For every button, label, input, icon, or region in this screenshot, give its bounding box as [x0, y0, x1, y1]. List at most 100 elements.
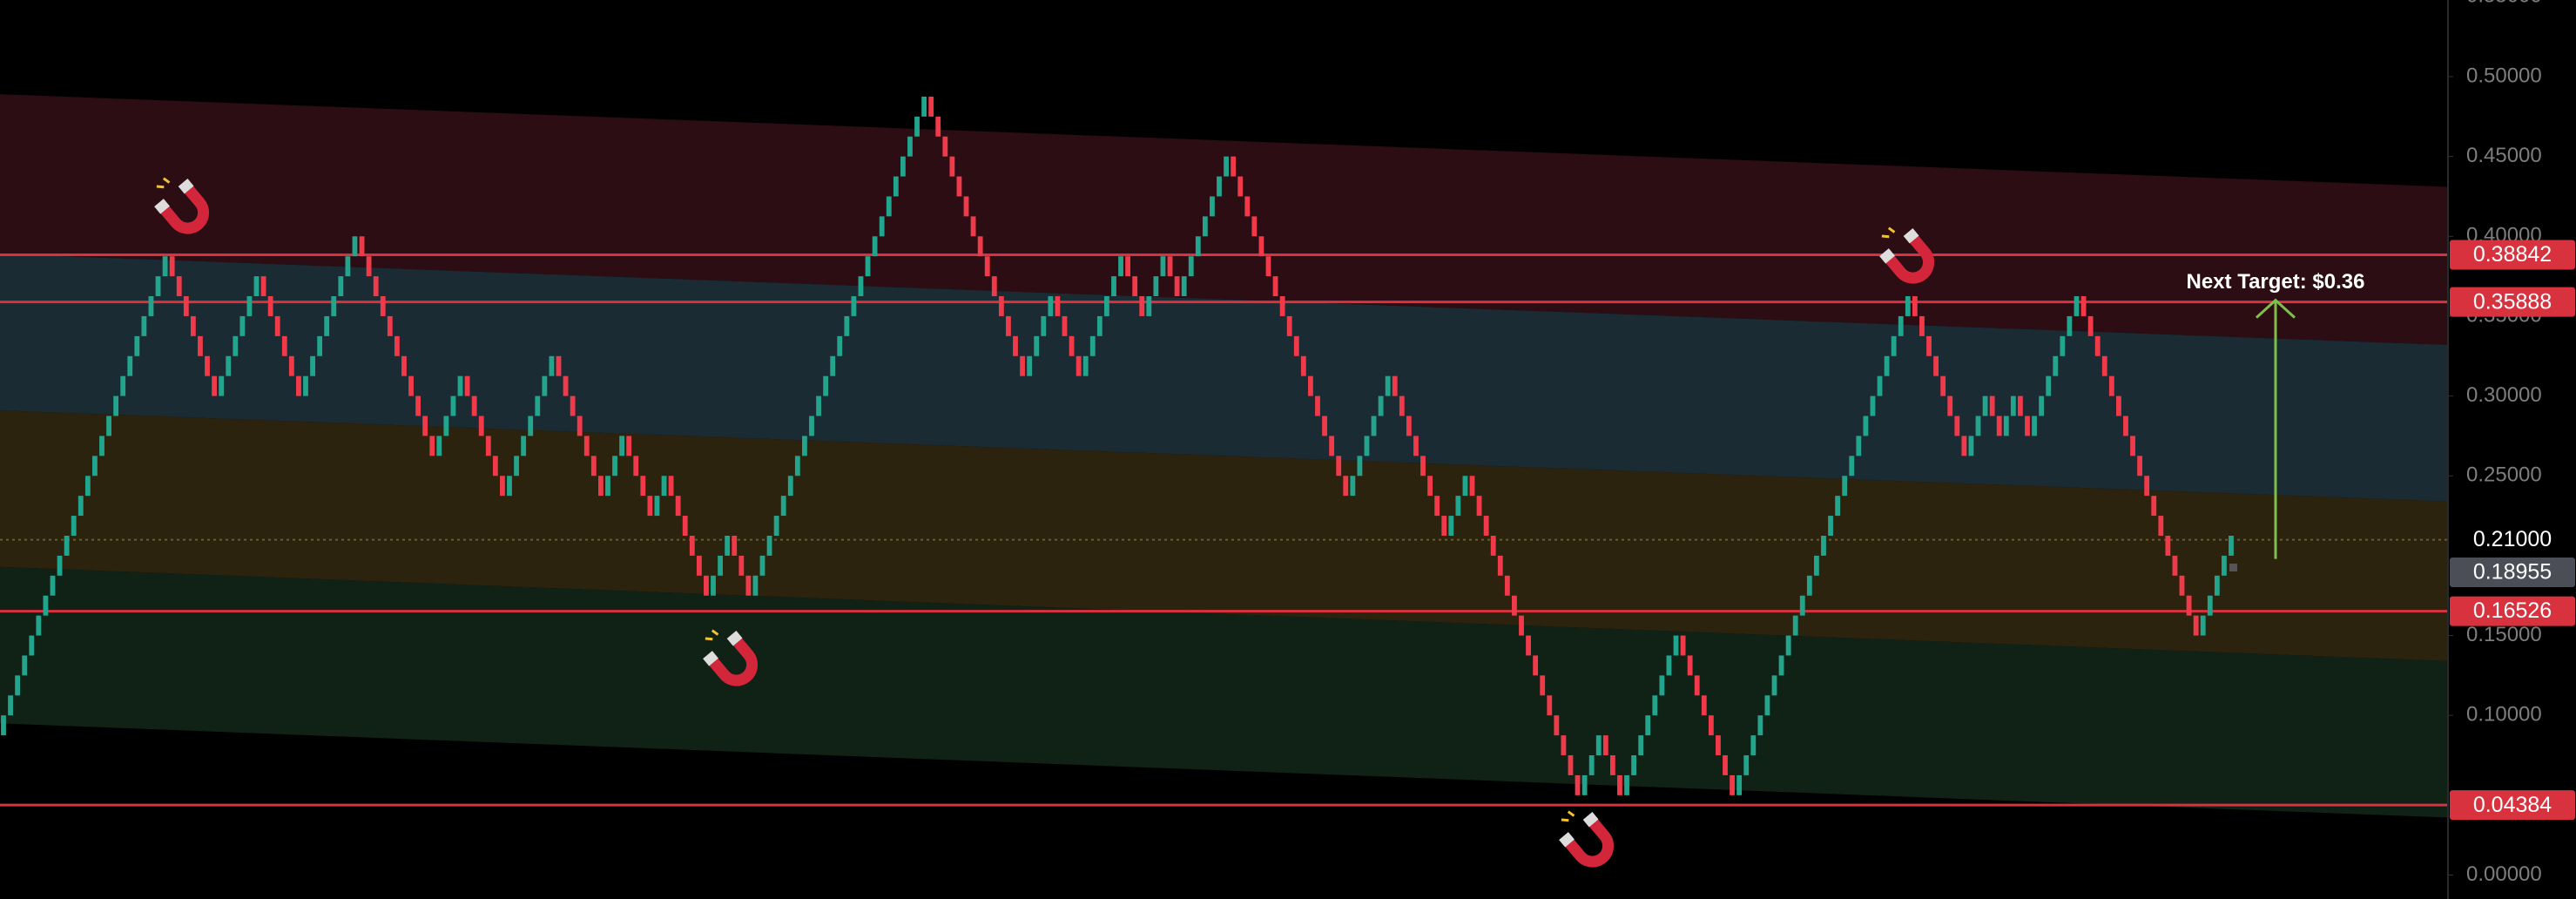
brick [1364, 436, 1370, 456]
brick [1286, 315, 1292, 336]
brick [1736, 774, 1743, 795]
brick [921, 96, 927, 117]
brick [303, 375, 308, 396]
brick [1265, 256, 1271, 277]
y-tick-label: 0.00000 [2466, 862, 2542, 886]
y-tick-label: 0.10000 [2466, 703, 2542, 727]
brick [654, 496, 660, 517]
brick [260, 276, 266, 297]
brick [1595, 735, 1602, 756]
brick [380, 296, 386, 316]
brick [127, 355, 133, 376]
brick [2060, 335, 2066, 356]
brick [141, 315, 147, 336]
brick [704, 575, 709, 596]
brick [317, 335, 323, 356]
brick [556, 355, 562, 376]
brick [2193, 615, 2199, 636]
brick [239, 315, 246, 336]
brick [1905, 296, 1911, 316]
brick [858, 276, 864, 297]
brick [851, 296, 857, 316]
brick [2130, 436, 2135, 456]
brick [907, 136, 913, 157]
brick [998, 296, 1004, 316]
brick [1062, 315, 1068, 336]
brick [1877, 375, 1883, 396]
brick [879, 216, 885, 237]
brick [2137, 456, 2143, 477]
brick [1940, 375, 1946, 396]
brick [2094, 335, 2101, 356]
brick [1989, 395, 1995, 416]
brick [1476, 496, 1482, 517]
brick [205, 355, 210, 376]
brick [1160, 256, 1166, 277]
brick [1490, 535, 1496, 556]
brick [521, 436, 527, 456]
brick [106, 416, 111, 436]
level-badge [2450, 287, 2575, 317]
brick [1013, 335, 1018, 356]
brick [1849, 456, 1855, 477]
brick [281, 335, 287, 356]
brick [1048, 296, 1054, 316]
brick [478, 416, 484, 436]
brick [963, 196, 969, 217]
brick [823, 375, 829, 396]
brick [542, 375, 548, 396]
brick [246, 296, 253, 316]
brick [1096, 315, 1103, 336]
brick [366, 256, 372, 277]
brick [1687, 655, 1693, 676]
y-tick-label: 0.50000 [2466, 64, 2542, 87]
level-badge-label: 0.04384 [2473, 793, 2552, 817]
level-badge [2450, 790, 2575, 821]
brick [802, 436, 807, 456]
brick [1701, 695, 1707, 716]
brick [2039, 395, 2045, 416]
brick [787, 476, 793, 497]
brick [1385, 375, 1391, 396]
brick [900, 156, 906, 177]
brick [1947, 395, 1953, 416]
brick [120, 375, 126, 396]
brick [1455, 496, 1461, 517]
brick [492, 456, 498, 477]
brick [1371, 416, 1377, 436]
brick [408, 375, 414, 396]
brick [2229, 535, 2234, 556]
y-tick-label: 0.25000 [2466, 463, 2542, 487]
brick [148, 296, 154, 316]
brick [1237, 176, 1244, 197]
brick [1125, 256, 1131, 277]
brick [288, 355, 294, 376]
brick [1069, 335, 1075, 356]
renko-bricks [1, 96, 2234, 795]
brick [212, 375, 217, 396]
brick [682, 516, 688, 536]
brick [780, 496, 786, 517]
brick [1912, 296, 1918, 316]
brick [253, 276, 260, 297]
brick [29, 635, 35, 656]
brick [991, 276, 997, 297]
brick [1350, 476, 1356, 497]
brick [577, 416, 583, 436]
brick [1118, 256, 1123, 277]
brick [535, 395, 541, 416]
brick [2108, 375, 2114, 396]
y-tick-label: 0.55000 [2466, 0, 2542, 8]
brick [1089, 335, 1096, 356]
brick [711, 575, 716, 596]
brick [450, 395, 456, 416]
brick [1575, 774, 1581, 795]
brick [1996, 416, 2002, 436]
brick [1750, 735, 1757, 756]
brick [2207, 595, 2213, 616]
brick [1231, 156, 1237, 177]
brick [183, 296, 189, 316]
brick [1870, 395, 1876, 416]
brick [1132, 276, 1138, 297]
brick [1519, 615, 1524, 636]
